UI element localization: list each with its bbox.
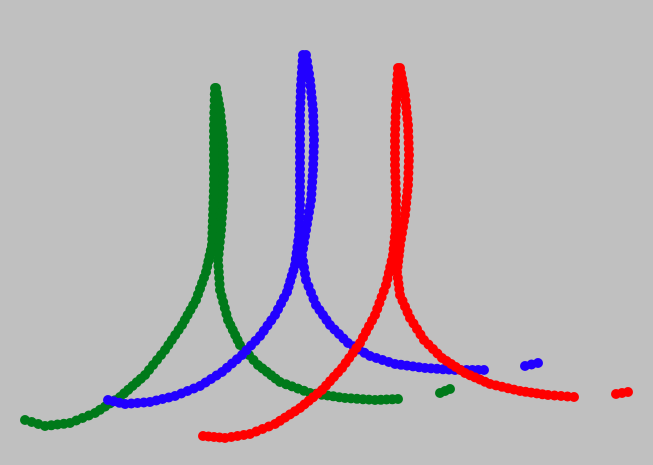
curve-dot — [569, 392, 579, 402]
curve-dot — [623, 387, 633, 397]
green-curve — [20, 83, 455, 431]
red-curve — [198, 63, 633, 443]
curve-dot — [533, 358, 543, 368]
curve-dot — [445, 384, 455, 394]
blue-curve — [103, 50, 543, 409]
curve-dot — [479, 365, 489, 375]
curve-dot — [393, 394, 403, 404]
